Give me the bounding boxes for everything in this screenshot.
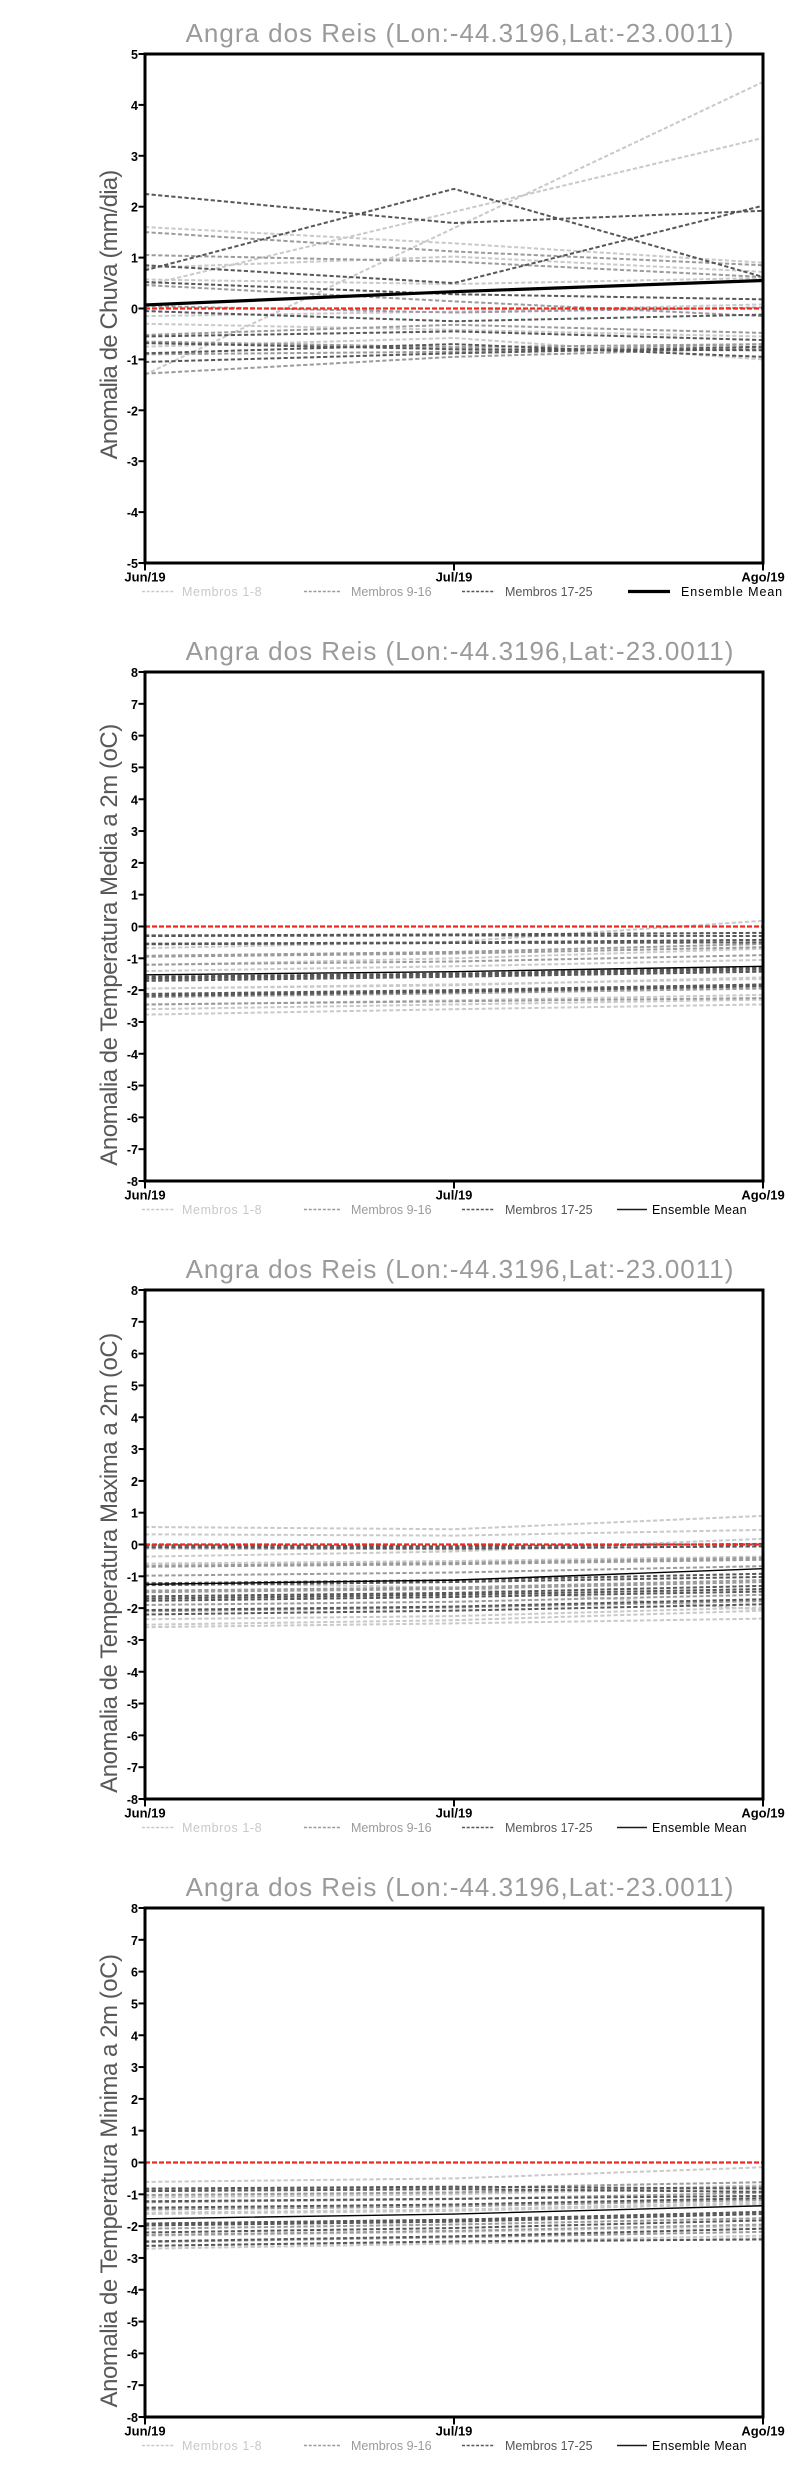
svg-text:-2: -2 bbox=[127, 404, 138, 418]
svg-text:-4: -4 bbox=[127, 1666, 138, 1680]
svg-text:2: 2 bbox=[131, 2093, 138, 2107]
svg-text:3: 3 bbox=[131, 150, 138, 164]
svg-text:Membros 9-16: Membros 9-16 bbox=[351, 1821, 432, 1835]
svg-text:Membros 17-25: Membros 17-25 bbox=[505, 1203, 593, 1217]
svg-text:0: 0 bbox=[131, 1539, 138, 1553]
svg-text:4: 4 bbox=[131, 99, 138, 113]
svg-text:-1: -1 bbox=[127, 1570, 138, 1584]
svg-text:3: 3 bbox=[131, 2061, 138, 2075]
svg-text:Membros 1-8: Membros 1-8 bbox=[182, 585, 262, 599]
svg-text:1: 1 bbox=[131, 889, 138, 903]
svg-text:Ago/19: Ago/19 bbox=[741, 2424, 784, 2439]
svg-text:Anomalia de Temperatura Minima: Anomalia de Temperatura Minima a 2m (oC) bbox=[96, 1955, 123, 2408]
svg-text:Angra dos Reis (Lon:-44.3196,L: Angra dos Reis (Lon:-44.3196,Lat:-23.001… bbox=[186, 636, 735, 666]
svg-text:7: 7 bbox=[131, 1934, 138, 1948]
svg-text:-5: -5 bbox=[127, 2316, 138, 2330]
svg-text:6: 6 bbox=[131, 1966, 138, 1980]
svg-text:Membros 17-25: Membros 17-25 bbox=[505, 1821, 593, 1835]
svg-text:1: 1 bbox=[131, 2125, 138, 2139]
svg-text:8: 8 bbox=[131, 666, 138, 680]
svg-text:0: 0 bbox=[131, 303, 138, 317]
svg-text:Membros 9-16: Membros 9-16 bbox=[351, 2439, 432, 2453]
svg-text:5: 5 bbox=[131, 1997, 138, 2011]
svg-text:-8: -8 bbox=[127, 2411, 138, 2425]
svg-text:-7: -7 bbox=[127, 1761, 138, 1775]
svg-text:-5: -5 bbox=[127, 1080, 138, 1094]
svg-text:-4: -4 bbox=[127, 2284, 138, 2298]
svg-text:Anomalia de Temperatura Media: Anomalia de Temperatura Media a 2m (oC) bbox=[96, 724, 123, 1165]
svg-text:-3: -3 bbox=[127, 1016, 138, 1030]
svg-text:1: 1 bbox=[131, 1507, 138, 1521]
svg-text:-4: -4 bbox=[127, 1048, 138, 1062]
svg-text:Jul/19: Jul/19 bbox=[436, 2424, 473, 2439]
svg-text:0: 0 bbox=[131, 921, 138, 935]
svg-text:4: 4 bbox=[131, 1411, 138, 1425]
svg-text:Jul/19: Jul/19 bbox=[436, 1188, 473, 1203]
svg-text:Ago/19: Ago/19 bbox=[741, 1806, 784, 1821]
svg-text:-2: -2 bbox=[127, 984, 138, 998]
svg-text:Ensemble Mean: Ensemble Mean bbox=[681, 585, 783, 599]
svg-text:Angra dos Reis (Lon:-44.3196,L: Angra dos Reis (Lon:-44.3196,Lat:-23.001… bbox=[186, 1254, 735, 1284]
svg-text:Jun/19: Jun/19 bbox=[124, 1188, 165, 1203]
svg-text:4: 4 bbox=[131, 793, 138, 807]
svg-text:Membros 1-8: Membros 1-8 bbox=[182, 1821, 262, 1835]
svg-text:5: 5 bbox=[131, 48, 138, 62]
svg-text:Jun/19: Jun/19 bbox=[124, 570, 165, 585]
svg-text:Anomalia de Temperatura Maxima: Anomalia de Temperatura Maxima a 2m (oC) bbox=[96, 1333, 123, 1793]
svg-text:-7: -7 bbox=[127, 1143, 138, 1157]
svg-text:-7: -7 bbox=[127, 2379, 138, 2393]
svg-text:2: 2 bbox=[131, 1475, 138, 1489]
svg-text:-5: -5 bbox=[127, 1698, 138, 1712]
svg-text:-5: -5 bbox=[127, 557, 138, 571]
svg-text:Membros 9-16: Membros 9-16 bbox=[351, 585, 432, 599]
svg-text:6: 6 bbox=[131, 730, 138, 744]
svg-text:Membros 17-25: Membros 17-25 bbox=[505, 2439, 593, 2453]
svg-text:-3: -3 bbox=[127, 1634, 138, 1648]
svg-text:1: 1 bbox=[131, 252, 138, 266]
svg-text:3: 3 bbox=[131, 1443, 138, 1457]
svg-text:8: 8 bbox=[131, 1902, 138, 1916]
svg-text:Angra dos Reis (Lon:-44.3196,L: Angra dos Reis (Lon:-44.3196,Lat:-23.001… bbox=[186, 1872, 735, 1902]
svg-text:7: 7 bbox=[131, 1316, 138, 1330]
svg-text:-2: -2 bbox=[127, 2220, 138, 2234]
svg-text:-2: -2 bbox=[127, 1602, 138, 1616]
svg-text:0: 0 bbox=[131, 2157, 138, 2171]
svg-text:-6: -6 bbox=[127, 1111, 138, 1125]
svg-text:-6: -6 bbox=[127, 1729, 138, 1743]
svg-text:8: 8 bbox=[131, 1284, 138, 1298]
svg-text:Ago/19: Ago/19 bbox=[741, 1188, 784, 1203]
svg-text:7: 7 bbox=[131, 698, 138, 712]
svg-text:Jun/19: Jun/19 bbox=[124, 1806, 165, 1821]
svg-text:-4: -4 bbox=[127, 506, 138, 520]
svg-text:3: 3 bbox=[131, 825, 138, 839]
svg-text:2: 2 bbox=[131, 857, 138, 871]
svg-text:Membros 9-16: Membros 9-16 bbox=[351, 1203, 432, 1217]
svg-text:Angra dos Reis (Lon:-44.3196,L: Angra dos Reis (Lon:-44.3196,Lat:-23.001… bbox=[186, 18, 735, 48]
svg-text:-3: -3 bbox=[127, 2252, 138, 2266]
svg-text:-8: -8 bbox=[127, 1793, 138, 1807]
svg-text:6: 6 bbox=[131, 1348, 138, 1362]
svg-text:Jul/19: Jul/19 bbox=[436, 570, 473, 585]
svg-text:Anomalia de Chuva (mm/dia): Anomalia de Chuva (mm/dia) bbox=[96, 171, 123, 460]
svg-text:5: 5 bbox=[131, 761, 138, 775]
svg-text:Jun/19: Jun/19 bbox=[124, 2424, 165, 2439]
svg-text:-1: -1 bbox=[127, 952, 138, 966]
svg-text:-3: -3 bbox=[127, 455, 138, 469]
svg-text:-1: -1 bbox=[127, 353, 138, 367]
svg-text:5: 5 bbox=[131, 1379, 138, 1393]
svg-text:-6: -6 bbox=[127, 2347, 138, 2361]
svg-text:Ago/19: Ago/19 bbox=[741, 570, 784, 585]
svg-text:Membros 1-8: Membros 1-8 bbox=[182, 2439, 262, 2453]
svg-text:Jul/19: Jul/19 bbox=[436, 1806, 473, 1821]
svg-text:Ensemble Mean: Ensemble Mean bbox=[652, 2439, 747, 2453]
svg-text:-8: -8 bbox=[127, 1175, 138, 1189]
svg-text:Membros 1-8: Membros 1-8 bbox=[182, 1203, 262, 1217]
svg-text:Ensemble Mean: Ensemble Mean bbox=[652, 1203, 747, 1217]
svg-text:4: 4 bbox=[131, 2029, 138, 2043]
svg-text:2: 2 bbox=[131, 201, 138, 215]
svg-text:Ensemble Mean: Ensemble Mean bbox=[652, 1821, 747, 1835]
svg-text:-1: -1 bbox=[127, 2188, 138, 2202]
svg-text:Membros 17-25: Membros 17-25 bbox=[505, 585, 593, 599]
